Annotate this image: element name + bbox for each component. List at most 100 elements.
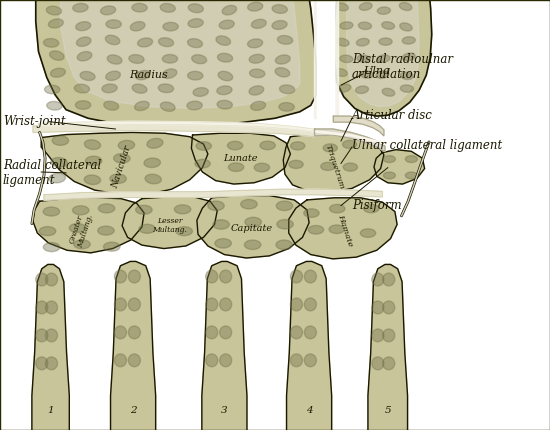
Ellipse shape <box>290 298 303 311</box>
Ellipse shape <box>107 55 122 64</box>
Text: 3: 3 <box>221 406 228 415</box>
Polygon shape <box>283 134 384 193</box>
Text: Hamate: Hamate <box>337 213 354 247</box>
Ellipse shape <box>290 354 303 367</box>
Ellipse shape <box>80 71 95 80</box>
Ellipse shape <box>304 326 316 339</box>
Ellipse shape <box>405 172 417 179</box>
Ellipse shape <box>73 206 89 215</box>
Ellipse shape <box>114 270 126 283</box>
Polygon shape <box>333 116 384 136</box>
Ellipse shape <box>272 21 287 29</box>
Ellipse shape <box>383 172 395 179</box>
Ellipse shape <box>338 84 351 92</box>
Ellipse shape <box>36 357 48 370</box>
Ellipse shape <box>336 3 348 11</box>
Ellipse shape <box>110 174 126 184</box>
Ellipse shape <box>196 141 211 150</box>
Text: Greater
Multang.: Greater Multang. <box>68 211 95 249</box>
Ellipse shape <box>138 38 152 47</box>
Ellipse shape <box>114 354 126 367</box>
Text: Lesser
Multang.: Lesser Multang. <box>152 217 187 234</box>
Ellipse shape <box>84 175 101 184</box>
Ellipse shape <box>400 23 412 31</box>
Ellipse shape <box>188 71 203 80</box>
Ellipse shape <box>132 3 147 12</box>
Ellipse shape <box>36 329 48 342</box>
Ellipse shape <box>217 100 233 109</box>
Polygon shape <box>33 124 315 137</box>
Ellipse shape <box>46 329 58 342</box>
Ellipse shape <box>102 84 117 93</box>
Ellipse shape <box>343 140 357 148</box>
Ellipse shape <box>103 242 120 251</box>
Ellipse shape <box>383 301 395 314</box>
Ellipse shape <box>228 163 244 172</box>
Ellipse shape <box>161 102 175 111</box>
Polygon shape <box>36 0 316 127</box>
Ellipse shape <box>323 144 337 152</box>
Ellipse shape <box>188 19 203 28</box>
Ellipse shape <box>85 156 102 166</box>
Ellipse shape <box>47 101 62 110</box>
Ellipse shape <box>359 22 372 30</box>
Ellipse shape <box>128 298 140 311</box>
Ellipse shape <box>403 53 415 61</box>
Ellipse shape <box>372 273 384 286</box>
Ellipse shape <box>219 270 232 283</box>
Ellipse shape <box>43 243 60 252</box>
Ellipse shape <box>360 71 373 78</box>
Ellipse shape <box>98 204 115 213</box>
Ellipse shape <box>251 19 266 28</box>
Ellipse shape <box>158 38 174 46</box>
Ellipse shape <box>128 270 140 283</box>
Ellipse shape <box>405 156 417 163</box>
Ellipse shape <box>248 39 263 48</box>
Polygon shape <box>44 189 382 200</box>
Polygon shape <box>317 0 334 120</box>
Ellipse shape <box>75 101 91 109</box>
Text: Ulnar collateral ligament: Ulnar collateral ligament <box>352 139 502 152</box>
Ellipse shape <box>304 270 316 283</box>
Text: Pisiform: Pisiform <box>352 199 402 212</box>
Ellipse shape <box>45 85 60 94</box>
Ellipse shape <box>400 72 414 80</box>
Ellipse shape <box>376 71 389 78</box>
Ellipse shape <box>52 136 69 145</box>
Ellipse shape <box>277 36 293 44</box>
Ellipse shape <box>128 354 140 367</box>
Polygon shape <box>41 132 208 194</box>
Ellipse shape <box>399 3 412 10</box>
Ellipse shape <box>304 298 316 311</box>
Ellipse shape <box>206 354 218 367</box>
Text: Triquetrum: Triquetrum <box>323 144 345 190</box>
Ellipse shape <box>73 3 88 12</box>
Ellipse shape <box>250 69 265 78</box>
Ellipse shape <box>84 140 101 150</box>
Ellipse shape <box>360 229 376 237</box>
Ellipse shape <box>372 357 384 370</box>
Ellipse shape <box>228 141 243 150</box>
Ellipse shape <box>372 329 384 342</box>
Ellipse shape <box>304 354 316 367</box>
Ellipse shape <box>114 154 130 163</box>
Ellipse shape <box>329 204 345 213</box>
Ellipse shape <box>335 68 348 77</box>
Ellipse shape <box>49 173 65 183</box>
Ellipse shape <box>337 38 349 46</box>
Ellipse shape <box>188 39 202 48</box>
Text: Lunate: Lunate <box>224 154 258 163</box>
Ellipse shape <box>208 201 224 210</box>
Ellipse shape <box>195 160 210 168</box>
Polygon shape <box>60 0 300 108</box>
Ellipse shape <box>36 301 48 314</box>
Ellipse shape <box>39 227 56 236</box>
Ellipse shape <box>206 298 218 311</box>
Ellipse shape <box>128 326 140 339</box>
Ellipse shape <box>402 37 415 44</box>
Ellipse shape <box>77 52 92 61</box>
Ellipse shape <box>383 156 395 163</box>
Ellipse shape <box>379 38 392 45</box>
Ellipse shape <box>217 53 233 62</box>
Ellipse shape <box>308 225 323 234</box>
